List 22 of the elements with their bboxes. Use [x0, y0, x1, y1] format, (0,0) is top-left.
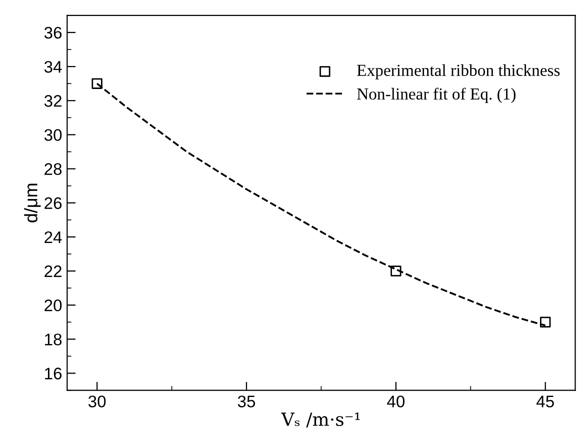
y-tick-label: 24	[44, 231, 62, 243]
point	[92, 78, 102, 89]
point	[540, 316, 551, 328]
legend-label: Non-linear fit of Eq. (1)	[357, 88, 516, 104]
y-tick-label: 36	[44, 26, 62, 39]
legend-label: Experimental ribbon thickness	[357, 64, 560, 80]
y-tick-label: 30	[44, 129, 62, 141]
point	[390, 266, 402, 276]
x-tick-label: 45	[536, 396, 554, 408]
x-tick-label: 35	[238, 396, 256, 408]
y-tick-label: 18	[45, 334, 62, 346]
y-tick-label: 20	[44, 299, 62, 312]
x-tick-label: 40	[387, 396, 405, 408]
y-tick-label: 16	[45, 368, 62, 380]
y-tick-label: 28	[44, 163, 62, 175]
y-tick-label: 26	[44, 197, 62, 210]
y-tick-label: 22	[44, 265, 62, 278]
x-tick-label: 30	[88, 396, 106, 408]
x-axis-title: Vₛ /m·s⁻¹	[281, 412, 360, 428]
y-tick-label: 34	[44, 60, 62, 73]
y-axis-title: d/μm	[24, 184, 41, 222]
y-tick-label: 32	[44, 95, 62, 107]
